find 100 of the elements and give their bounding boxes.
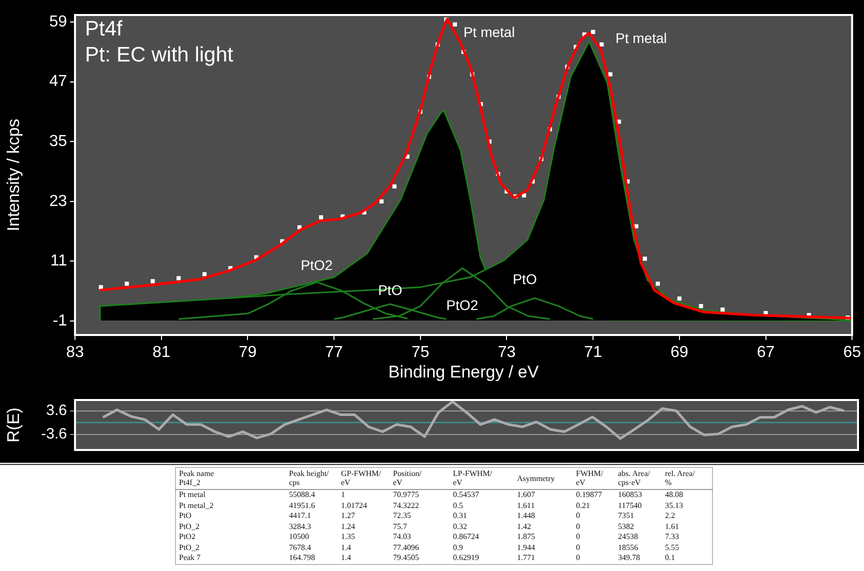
x-tick-label: 77 xyxy=(325,344,344,362)
text: 0.32 xyxy=(452,522,468,532)
text: 75.7 xyxy=(392,522,408,532)
x-tick-label: 81 xyxy=(152,344,170,362)
text: 0 xyxy=(575,522,581,532)
text: 7.33 xyxy=(664,532,680,542)
text: 2.2 xyxy=(664,511,676,522)
text: PtO2 xyxy=(178,532,196,542)
text: Asymmetry xyxy=(514,468,573,490)
text: 4417.1 xyxy=(288,511,312,522)
text: 74.03 xyxy=(392,532,412,542)
x-tick-label: 75 xyxy=(411,344,430,362)
text: 0.9 xyxy=(452,542,464,553)
text: 24538 xyxy=(617,532,639,542)
y-tick-label: 3.6 xyxy=(46,402,67,419)
text: 0 xyxy=(575,542,581,553)
text: 41951.6 xyxy=(288,500,316,511)
text: 5382 xyxy=(617,522,635,532)
text: 1.27 xyxy=(340,511,356,522)
text: PtO xyxy=(178,511,192,522)
text: 0.86724 xyxy=(452,532,480,542)
text: 117540 xyxy=(617,500,643,511)
x-tick-label: 65 xyxy=(843,344,862,362)
text: 77.4096 xyxy=(392,542,420,553)
text: 0.62919 xyxy=(452,553,480,564)
text: abs. Area/ cps·eV xyxy=(615,468,662,490)
text: 164.798 xyxy=(288,553,316,564)
text: 1.771 xyxy=(516,553,536,564)
text: 1.4 xyxy=(340,542,352,553)
text: 0.21 xyxy=(575,500,591,511)
text: 1.61 xyxy=(664,522,680,532)
annotation: Pt metal xyxy=(616,30,667,46)
x-tick-label: 71 xyxy=(584,344,602,362)
text: PtO_2 xyxy=(178,542,200,553)
text: 35.13 xyxy=(664,500,684,511)
text: 1.607 xyxy=(516,490,536,500)
text: 1.35 xyxy=(340,532,356,542)
text: 18556 xyxy=(617,542,639,553)
text: Pt metal xyxy=(178,490,206,500)
text: 3284.3 xyxy=(288,522,312,532)
text: 0.31 xyxy=(452,511,468,522)
text: LP-FWHM/ eV xyxy=(450,468,514,490)
text: 1.24 xyxy=(340,522,356,532)
text: 1.944 xyxy=(516,542,536,553)
text: 349.78 xyxy=(617,553,641,564)
y-tick-label: 47 xyxy=(49,73,68,90)
text: Pt metal_2 xyxy=(178,500,214,511)
chart-title: Pt4f xyxy=(85,17,123,40)
text: 1.01724 xyxy=(340,500,368,511)
text: Peak name Pt4f_2 xyxy=(176,468,286,490)
annotation: Pt metal xyxy=(463,24,515,40)
x-tick-label: 79 xyxy=(238,344,257,362)
annotation: PtO xyxy=(378,282,402,298)
x-axis-title: Binding Energy / eV xyxy=(388,362,540,382)
text: 0.54537 xyxy=(452,490,480,500)
y-axis-title: R(E) xyxy=(4,408,23,442)
x-tick-label: 69 xyxy=(670,344,688,362)
text: 5.55 xyxy=(664,542,680,553)
text: Position/ eV xyxy=(390,468,450,490)
text: 74.3222 xyxy=(392,500,420,511)
text: 160853 xyxy=(617,490,643,500)
text: 70.9775 xyxy=(392,490,420,500)
text: 0.1 xyxy=(664,553,676,564)
text: 0.5 xyxy=(452,500,464,511)
x-tick-label: 83 xyxy=(66,344,84,362)
text: 1.448 xyxy=(516,511,536,522)
text: 55088.4 xyxy=(288,490,316,500)
annotation: PtO2 xyxy=(446,297,478,314)
text: 1.42 xyxy=(516,522,532,532)
text: 0 xyxy=(575,553,581,564)
text: 10500 xyxy=(288,532,310,542)
text: rel. Area/ % xyxy=(662,468,712,490)
text: 1 xyxy=(340,490,346,500)
text: 72.35 xyxy=(392,511,412,522)
y-tick-label: 59 xyxy=(49,13,68,30)
text: 1.611 xyxy=(516,500,536,511)
text: PtO_2 xyxy=(178,522,200,532)
text: 79.4505 xyxy=(392,553,420,564)
text: Peak height/ cps xyxy=(286,468,338,490)
y-tick-label: 23 xyxy=(49,192,68,210)
y-tick-label: -3.6 xyxy=(41,425,67,442)
text: 0 xyxy=(575,511,581,522)
text: 1.875 xyxy=(516,532,536,542)
y-axis-title: Intensity / kcps xyxy=(4,118,23,232)
y-tick-label: 35 xyxy=(49,133,68,150)
text: FWHM/ eV xyxy=(573,468,615,490)
text: Pt: EC with light xyxy=(85,43,234,66)
text: 7351 xyxy=(617,511,635,522)
annotation: PtO xyxy=(512,270,537,287)
text: 0 xyxy=(575,532,581,542)
x-tick-label: 73 xyxy=(498,344,516,362)
text: 1.4 xyxy=(340,553,352,564)
x-tick-label: 67 xyxy=(756,344,775,362)
text: 7678.4 xyxy=(288,542,312,553)
annotation: PtO2 xyxy=(300,257,333,274)
text: Peak 7 xyxy=(178,553,202,564)
y-tick-label: -1 xyxy=(52,312,68,330)
text: 0.19877 xyxy=(575,490,603,500)
y-tick-label: 11 xyxy=(50,252,68,270)
text: GP-FWHM/ eV xyxy=(338,468,390,490)
